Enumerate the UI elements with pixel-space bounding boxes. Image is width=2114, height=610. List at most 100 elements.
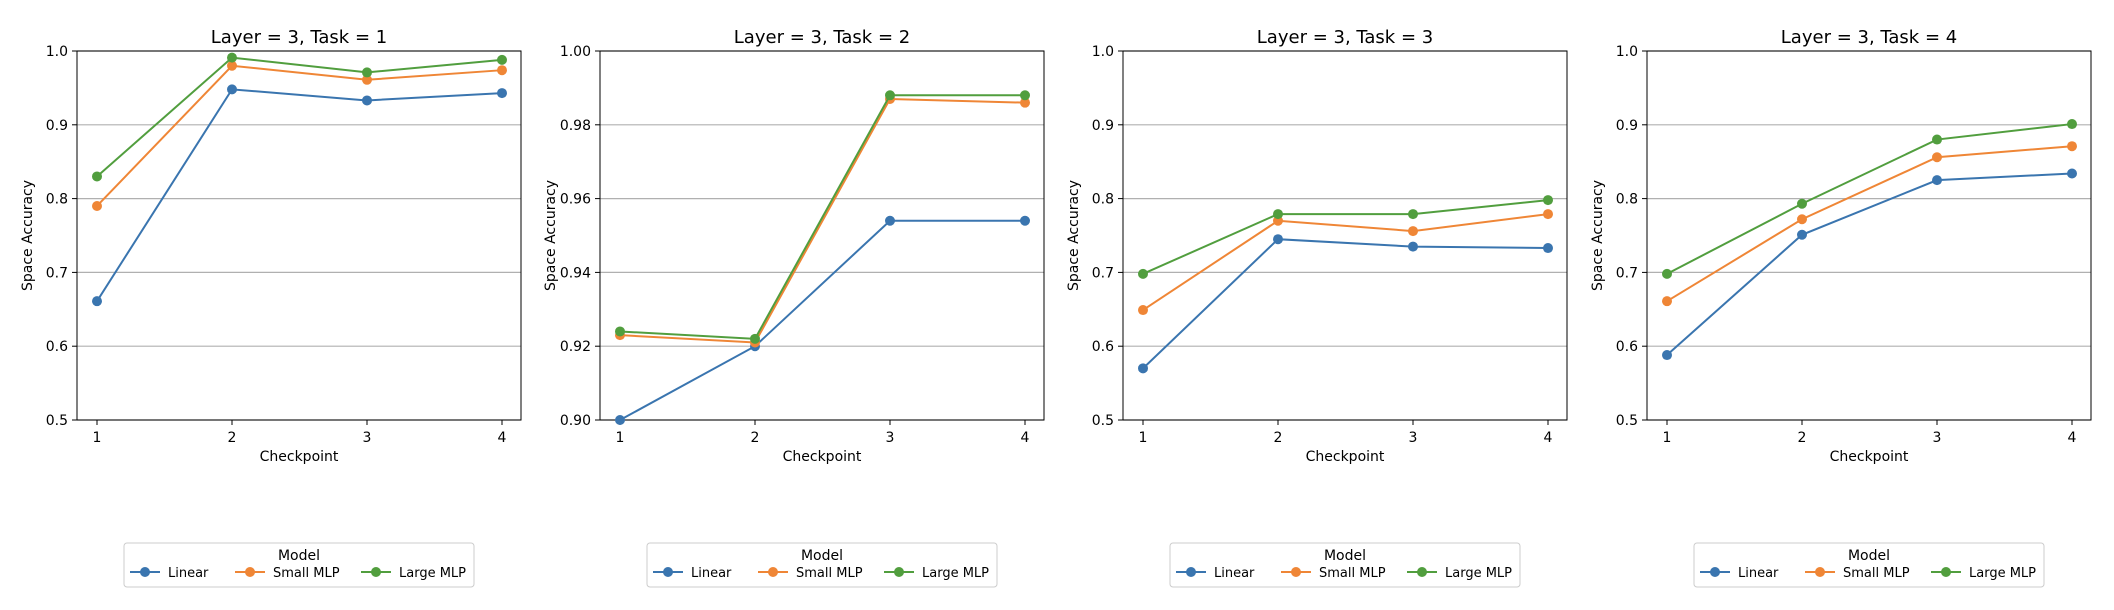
legend: Model Linear Small MLP Large MLP (1693, 542, 2045, 588)
legend-marker-small-mlp (1291, 567, 1301, 577)
legend-marker-small-mlp (1815, 567, 1825, 577)
data-point-large-mlp (227, 52, 237, 63)
plot-frame (1122, 50, 1568, 421)
data-point-large-mlp (1797, 198, 1807, 209)
data-point-small-mlp (497, 65, 507, 76)
chart-panel-3: 0.5 0.6 0.7 0.8 0.9 1.0 1 2 3 4 Layer = 3, Task = … (1066, 27, 1568, 588)
legend-label-small-mlp: Small MLP (796, 566, 863, 581)
series-line-small-mlp (1142, 213, 1549, 311)
legend-label-large-mlp: Large MLP (922, 566, 989, 581)
data-point-linear (497, 88, 507, 99)
data-point-large-mlp (1662, 268, 1672, 279)
x-tick-label: 2 (1274, 430, 1283, 446)
data-point-large-mlp (1020, 90, 1030, 101)
legend-title: Model (278, 548, 320, 564)
y-tick-label: 0.94 (560, 265, 591, 281)
data-point-linear (1797, 229, 1807, 240)
data-point-small-mlp (1543, 209, 1553, 220)
legend-label-small-mlp: Small MLP (1319, 566, 1386, 581)
chart-title: Layer = 3, Task = 1 (211, 27, 387, 48)
y-axis-label: Space Accuracy (20, 180, 36, 291)
legend: Model Linear Small MLP Large MLP (123, 542, 475, 588)
series-line-linear (1142, 238, 1549, 370)
legend-label-large-mlp: Large MLP (1969, 566, 2036, 581)
y-tick-label: 0.98 (560, 118, 591, 134)
data-point-small-mlp (1408, 226, 1418, 237)
data-point-small-mlp (227, 60, 237, 71)
legend-title: Model (1848, 548, 1890, 564)
legend-marker-large-mlp (894, 567, 904, 577)
y-tick-label: 0.9 (46, 118, 68, 134)
y-tick-label: 0.7 (1616, 265, 1638, 281)
data-point-large-mlp (1138, 268, 1148, 279)
data-point-linear (2067, 168, 2077, 179)
data-point-linear (227, 84, 237, 95)
legend-title: Model (801, 548, 843, 564)
y-tick-label: 1.0 (46, 44, 68, 60)
series-line-linear (1666, 172, 2073, 356)
legend-label-linear: Linear (1214, 566, 1255, 581)
data-point-small-mlp (1138, 305, 1148, 316)
y-tick-label: 0.6 (1616, 339, 1638, 355)
data-point-large-mlp (497, 54, 507, 65)
x-tick-label: 2 (751, 430, 760, 446)
legend-label-large-mlp: Large MLP (399, 566, 466, 581)
y-tick-label: 0.7 (46, 265, 68, 281)
x-tick-label: 1 (616, 430, 625, 446)
x-tick-label: 4 (498, 430, 507, 446)
x-tick-label: 2 (1798, 430, 1807, 446)
x-axis-label: Checkpoint (1830, 449, 1909, 465)
y-tick-label: 0.92 (560, 339, 591, 355)
series-line-small-mlp (1666, 145, 2073, 303)
y-tick-label: 1.00 (560, 44, 591, 60)
data-point-small-mlp (1932, 152, 1942, 163)
data-point-linear (1408, 241, 1418, 252)
chart-title: Layer = 3, Task = 2 (734, 27, 910, 48)
y-axis-label: Space Accuracy (1066, 180, 1082, 291)
legend-marker-linear (140, 567, 150, 577)
legend-marker-large-mlp (371, 567, 381, 577)
y-tick-label: 1.0 (1616, 44, 1638, 60)
x-tick-label: 4 (2068, 430, 2077, 446)
data-point-small-mlp (1662, 296, 1672, 307)
plot-frame (1646, 50, 2092, 421)
y-tick-label: 0.5 (46, 413, 68, 429)
series-line-small-mlp (96, 64, 503, 207)
data-point-linear (1138, 363, 1148, 374)
x-tick-label: 4 (1544, 430, 1553, 446)
legend-label-linear: Linear (168, 566, 209, 581)
data-point-large-mlp (885, 90, 895, 101)
data-point-linear (885, 215, 895, 226)
legend-label-large-mlp: Large MLP (1445, 566, 1512, 581)
y-tick-label: 1.0 (1092, 44, 1114, 60)
series-line-linear (96, 88, 503, 302)
data-point-large-mlp (1273, 209, 1283, 220)
legend-marker-linear (663, 567, 673, 577)
legend: Model Linear Small MLP Large MLP (1169, 542, 1521, 588)
x-tick-label: 2 (228, 430, 237, 446)
data-point-linear (1932, 175, 1942, 186)
legend-label-small-mlp: Small MLP (1843, 566, 1910, 581)
x-tick-label: 3 (1409, 430, 1418, 446)
data-point-small-mlp (1797, 214, 1807, 225)
data-point-large-mlp (615, 326, 625, 337)
x-tick-label: 1 (1139, 430, 1148, 446)
legend-box (1169, 542, 1521, 588)
series-line-large-mlp (1142, 199, 1549, 275)
data-point-linear (92, 296, 102, 307)
legend-box (123, 542, 475, 588)
y-tick-label: 0.8 (46, 192, 68, 208)
data-point-large-mlp (1543, 195, 1553, 206)
x-axis-label: Checkpoint (1306, 449, 1385, 465)
x-tick-label: 4 (1021, 430, 1030, 446)
y-tick-label: 0.6 (46, 339, 68, 355)
y-tick-label: 0.8 (1092, 192, 1114, 208)
data-point-linear (615, 415, 625, 425)
legend-marker-large-mlp (1941, 567, 1951, 577)
data-point-large-mlp (1408, 209, 1418, 220)
chart-title: Layer = 3, Task = 3 (1257, 27, 1433, 48)
chart-panel-4: 0.5 0.6 0.7 0.8 0.9 1.0 1 2 3 4 Layer = 3, Task = … (1590, 27, 2092, 588)
y-tick-label: 0.5 (1616, 413, 1638, 429)
